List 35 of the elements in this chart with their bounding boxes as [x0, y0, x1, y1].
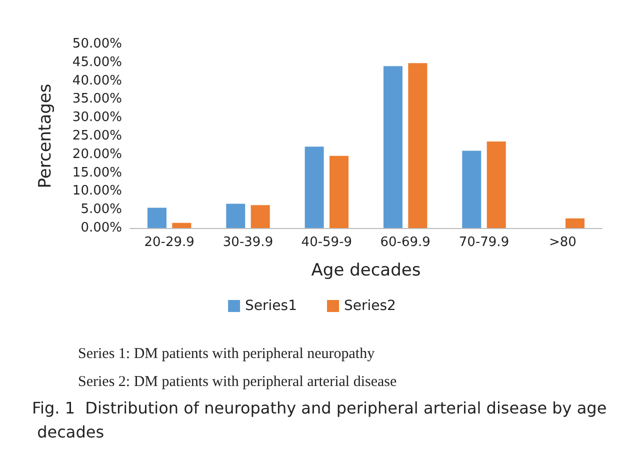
text: Series 1: DM patients with peripheral neuropathy	[78, 346, 376, 362]
bar	[250, 205, 270, 228]
y-tick-label: 5.00%	[80, 202, 122, 218]
bar	[383, 66, 402, 228]
x-tick-label: 40-59-9	[301, 235, 352, 250]
x-tick-label: 20-29.9	[144, 235, 194, 250]
y-tick-label: 20.00%	[72, 146, 122, 162]
x-tick-label: 60-69.9	[380, 235, 430, 250]
y-tick-label: 50.00%	[72, 36, 122, 52]
bar	[462, 150, 482, 228]
y-tick-label: 0.00%	[80, 220, 122, 236]
x-tick-label: 30-39.9	[222, 235, 274, 250]
x-tick-label: >80	[548, 235, 576, 250]
bar	[304, 146, 324, 228]
legend-label: Series2	[344, 298, 396, 314]
y-tick-label: 30.00%	[72, 110, 122, 126]
caption: Fig. 1 Distribution of neuropathy and peripheral arterial disease by age decades	[32, 398, 607, 442]
x-tick-label: 70-79.9	[458, 235, 510, 250]
bar	[486, 142, 506, 228]
x-axis-title: Age decades	[311, 260, 421, 280]
y-tick-label: 45.00%	[72, 54, 122, 70]
bar	[172, 222, 192, 228]
bar	[330, 156, 349, 228]
y-axis-title: Percentages	[36, 84, 56, 188]
y-tick-label: 40.00%	[72, 73, 122, 88]
bar	[226, 204, 246, 228]
bar	[408, 63, 428, 228]
y-tick-label: 10.00%	[72, 184, 122, 199]
y-tick-label: 35.00%	[72, 92, 122, 107]
y-tick-label: 15.00%	[72, 165, 122, 180]
bar	[147, 208, 166, 228]
text: Series 2: DM patients with peripheral arterial disease	[78, 374, 397, 390]
bar	[566, 218, 585, 228]
y-tick-label: 25.00%	[72, 128, 122, 144]
legend-label: Series1	[245, 298, 298, 314]
